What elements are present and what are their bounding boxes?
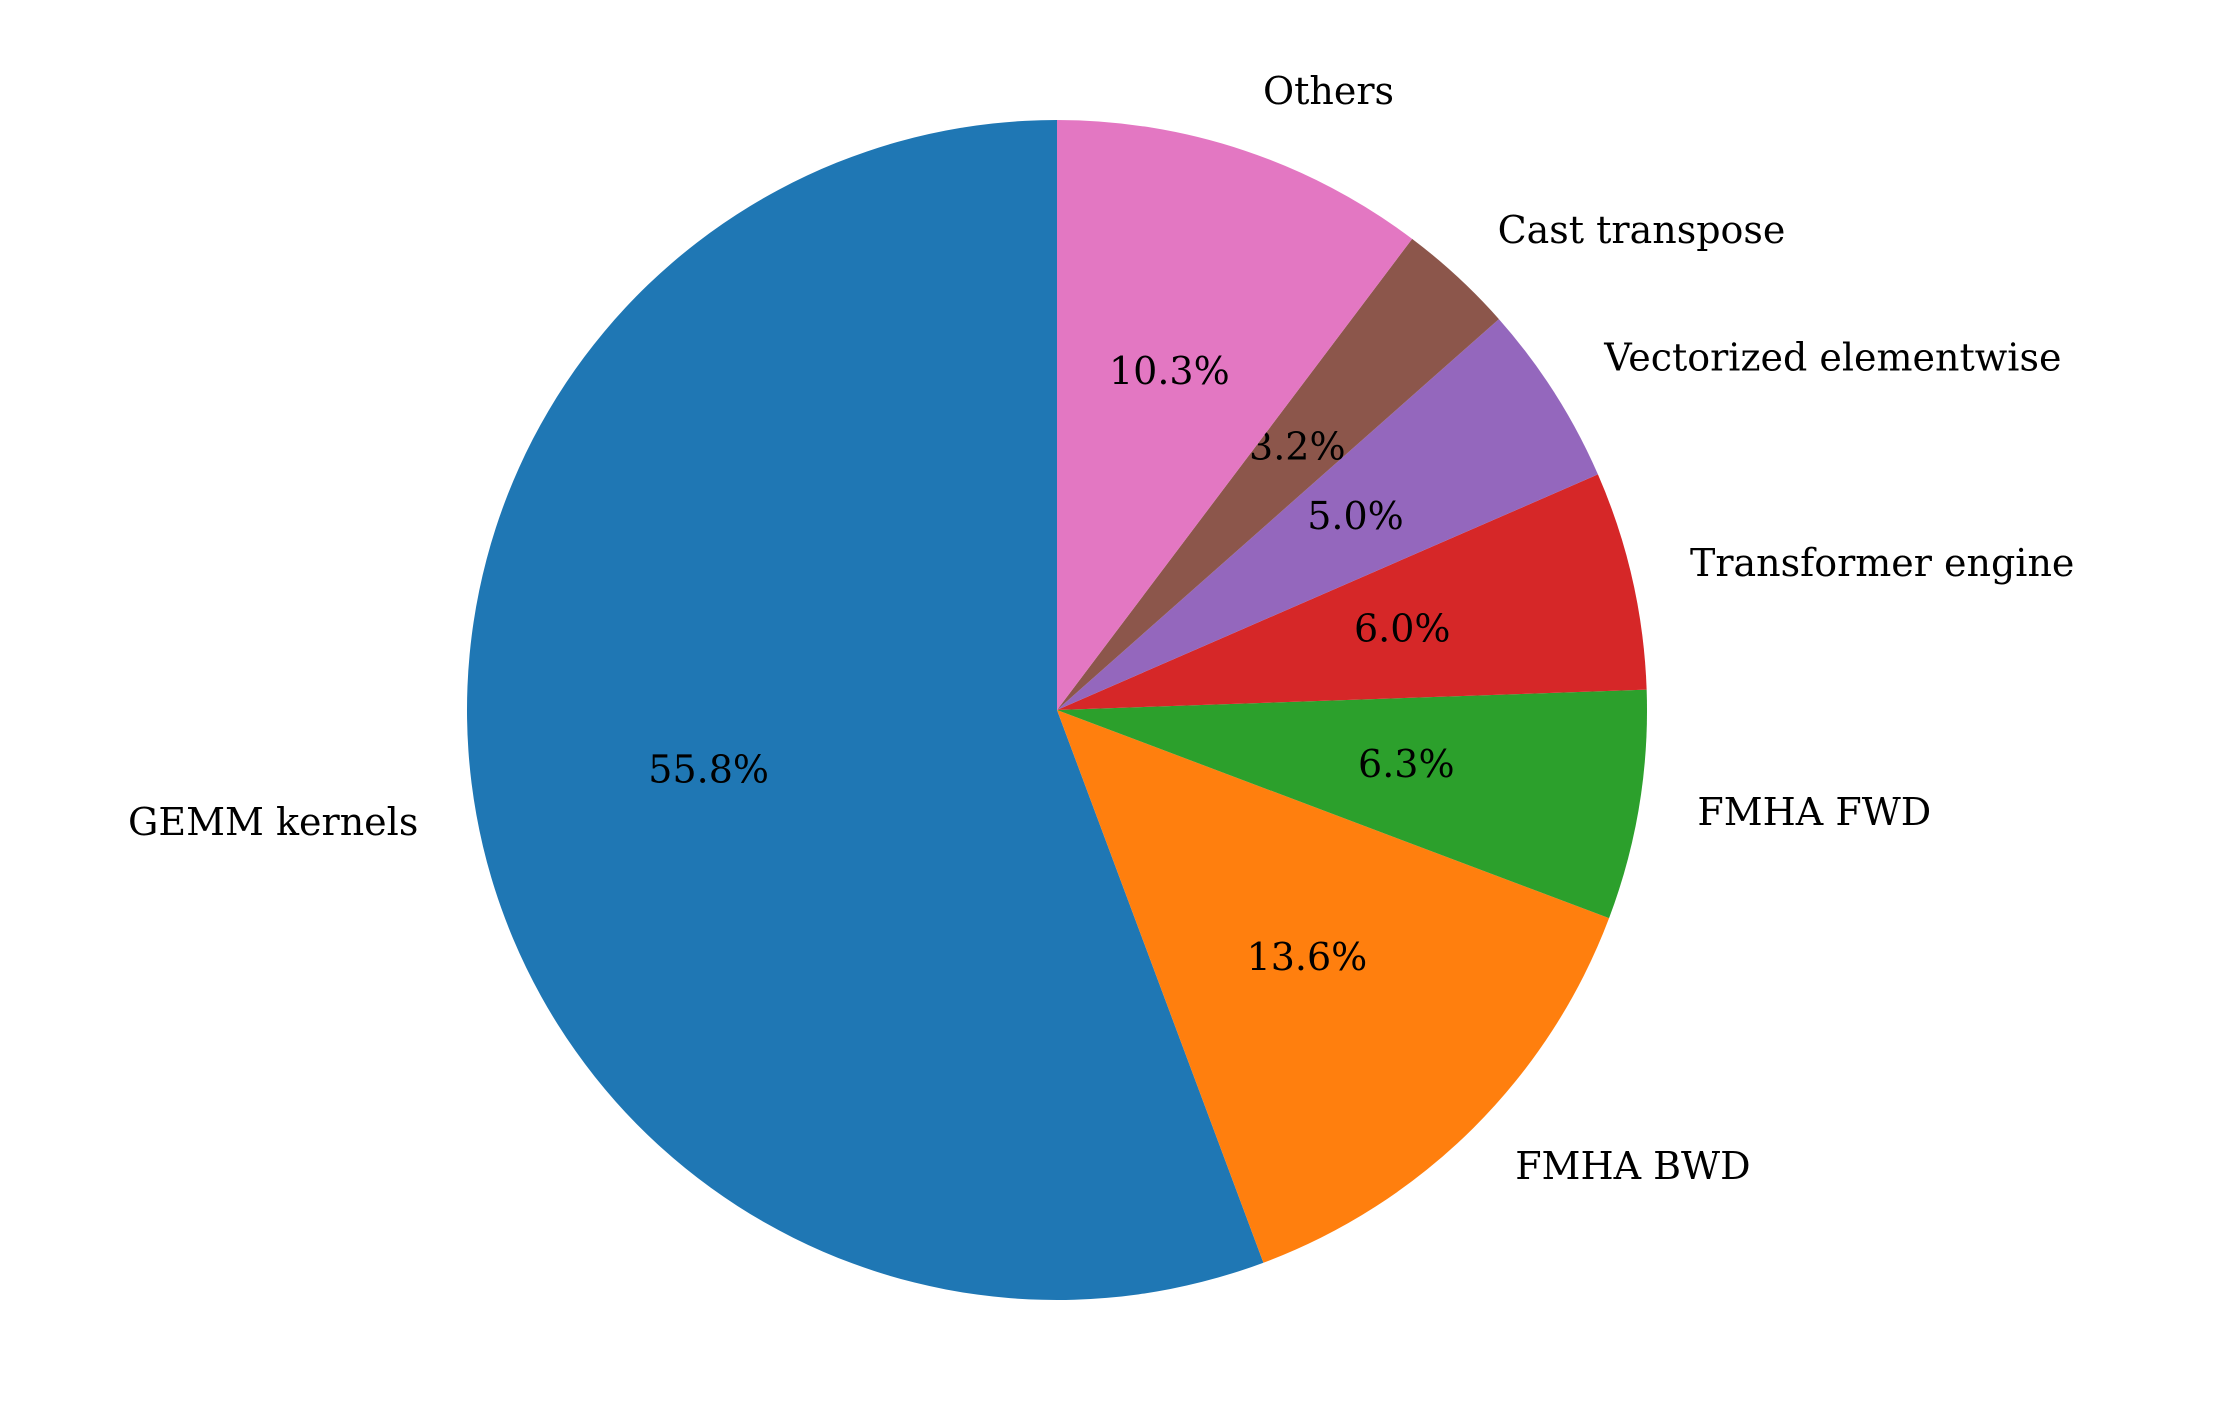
slice-label: Vectorized elementwise bbox=[1603, 336, 2061, 380]
percent-label: 55.8% bbox=[648, 747, 769, 791]
slice-label: Others bbox=[1263, 69, 1394, 113]
pie-slice bbox=[467, 120, 1264, 1300]
pie-slice bbox=[1057, 474, 1647, 710]
percent-label: 6.0% bbox=[1354, 606, 1451, 650]
slice-label: FMHA FWD bbox=[1697, 790, 1931, 834]
slice-label: Cast transpose bbox=[1498, 208, 1786, 252]
pie-slice bbox=[1057, 319, 1598, 710]
pie-slice bbox=[1057, 710, 1610, 1263]
percent-label: 13.6% bbox=[1247, 935, 1368, 979]
slice-label: GEMM kernels bbox=[128, 800, 418, 844]
percent-label: 5.0% bbox=[1307, 494, 1404, 538]
slice-label: Transformer engine bbox=[1690, 541, 2074, 585]
pie-slice bbox=[1057, 120, 1413, 710]
percent-label: 10.3% bbox=[1109, 349, 1230, 393]
percent-label: 6.3% bbox=[1358, 742, 1455, 786]
slice-label: FMHA BWD bbox=[1515, 1144, 1750, 1188]
pie-slice bbox=[1057, 689, 1648, 919]
pie-slice bbox=[1057, 238, 1499, 710]
